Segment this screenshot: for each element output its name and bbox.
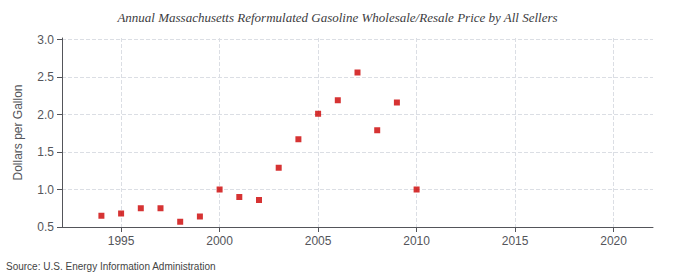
svg-text:1.0: 1.0	[37, 183, 54, 197]
svg-text:2020: 2020	[600, 234, 627, 248]
svg-text:Dollars per Gallon: Dollars per Gallon	[11, 84, 25, 180]
svg-text:3.0: 3.0	[37, 33, 54, 47]
svg-text:2010: 2010	[403, 234, 430, 248]
svg-text:0.5: 0.5	[37, 220, 54, 234]
svg-text:2.0: 2.0	[37, 108, 54, 122]
svg-text:2015: 2015	[502, 234, 529, 248]
svg-text:2000: 2000	[206, 234, 233, 248]
svg-text:1995: 1995	[108, 234, 135, 248]
svg-text:1.5: 1.5	[37, 145, 54, 159]
svg-text:Annual Massachusetts Reformula: Annual Massachusetts Reformulated Gasoli…	[116, 10, 557, 25]
svg-text:2.5: 2.5	[37, 70, 54, 84]
svg-text:2005: 2005	[305, 234, 332, 248]
svg-text:Source: U.S. Energy Informatio: Source: U.S. Energy Information Administ…	[6, 261, 216, 272]
